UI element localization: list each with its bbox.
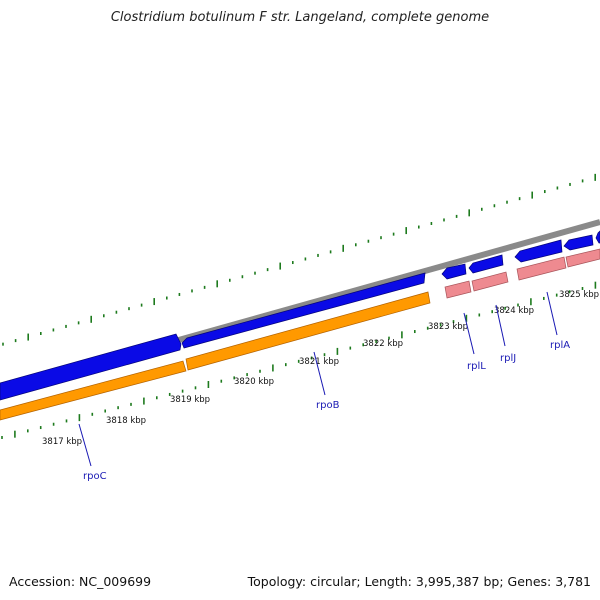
gene-label-rpoC[interactable]: rpoC [83, 471, 107, 482]
leader-rpoB [313, 351, 326, 396]
gene-label-rplA[interactable]: rplA [550, 340, 570, 351]
leader-rplJ [495, 304, 506, 347]
cds-feature-rplL[interactable] [441, 263, 467, 280]
gene-block-rpoC[interactable] [0, 360, 187, 421]
scale-label-3825: 3825 kbp [559, 290, 599, 300]
cds-feature-rplA[interactable] [514, 239, 563, 263]
leader-rpoC [78, 423, 92, 467]
cds-feature-rpoB[interactable] [181, 272, 426, 349]
cds-feature-rpoC[interactable] [0, 333, 182, 401]
gene-label-rplL[interactable]: rplL [467, 361, 486, 372]
cds-track [0, 230, 600, 401]
scale-label-3822: 3822 kbp [363, 339, 403, 349]
gene-block-rplA[interactable] [516, 256, 567, 281]
map-title: Clostridium botulinum F str. Langeland, … [110, 10, 490, 25]
scale-label-3820: 3820 kbp [234, 377, 274, 387]
gene-block-rpoB[interactable] [185, 291, 431, 371]
accession-label: Accession: NC_009699 [9, 574, 152, 589]
cds-feature-rplJ[interactable] [468, 254, 504, 274]
gene-label-rplJ[interactable]: rplJ [500, 353, 516, 364]
gc-content-ticks [2, 173, 597, 346]
gene-track [0, 248, 600, 421]
cds-feature-next-1[interactable] [563, 234, 594, 251]
scale-label-3824: 3824 kbp [494, 306, 534, 316]
gene-block-next[interactable] [565, 248, 600, 268]
leader-rplA [546, 291, 558, 336]
gene-label-rpoB[interactable]: rpoB [316, 400, 340, 411]
scale-label-3823: 3823 kbp [428, 322, 468, 332]
gene-block-rplJ[interactable] [471, 271, 509, 292]
leader-rplL [463, 312, 475, 355]
scale-labels: 3817 kbp 3818 kbp 3819 kbp 3820 kbp 3821… [42, 290, 599, 447]
scale-label-3821: 3821 kbp [299, 357, 339, 367]
gene-labels: rpoC rpoB rplL rplJ rplA [83, 340, 570, 482]
gene-block-rplL[interactable] [444, 280, 472, 299]
topology-label: Topology: circular; Length: 3,995,387 bp… [247, 574, 591, 589]
scale-ruler-ticks [1, 281, 597, 439]
scale-label-3819: 3819 kbp [170, 395, 210, 405]
cds-feature-next-2[interactable] [595, 230, 600, 244]
scale-label-3818: 3818 kbp [106, 416, 146, 426]
scale-label-3817: 3817 kbp [42, 437, 82, 447]
gene-label-leaders [78, 291, 558, 467]
